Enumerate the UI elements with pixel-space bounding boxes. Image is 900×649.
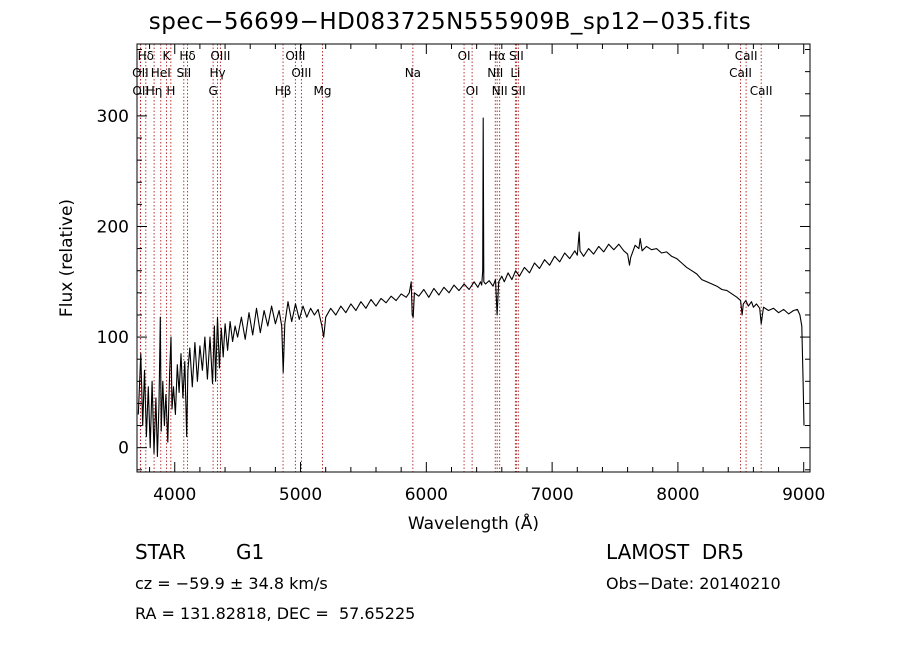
x-tick-label: 9000 xyxy=(782,485,825,505)
x-axis-label: Wavelength (Å) xyxy=(408,512,539,534)
spectrum-line xyxy=(137,117,805,458)
line-label: CaII xyxy=(750,84,773,98)
line-label: Hδ xyxy=(138,49,154,63)
line-label: SII xyxy=(511,84,526,98)
line-label: OI xyxy=(458,49,471,63)
line-label: HeI xyxy=(151,66,171,80)
line-label: Hη xyxy=(146,84,163,98)
line-label: Hβ xyxy=(275,84,292,98)
line-label: CaII xyxy=(729,66,752,80)
line-label: K xyxy=(162,49,171,63)
observation-date: Obs−Date: 20140210 xyxy=(606,574,781,593)
object-class: STAR xyxy=(135,540,186,564)
x-axis: 4000 5000 6000 7000 8000 9000 xyxy=(149,44,825,505)
line-label: OIII xyxy=(210,49,230,63)
y-tick-label: 0 xyxy=(118,439,129,459)
y-axis-label: Flux (relative) xyxy=(57,199,77,317)
chart-title: spec−56699−HD083725N555909B_sp12−035.fit… xyxy=(148,9,752,35)
line-label: G xyxy=(208,84,217,98)
line-marker-group xyxy=(139,44,762,472)
line-label: Hα xyxy=(489,49,506,63)
line-label: NII xyxy=(487,66,503,80)
survey-name: LAMOST DR5 xyxy=(606,540,744,564)
coordinates: RA = 131.82818, DEC = 57.65225 xyxy=(135,604,416,623)
x-tick-label: 5000 xyxy=(279,485,322,505)
line-label: CaII xyxy=(735,49,758,63)
x-tick-label: 7000 xyxy=(530,485,573,505)
y-tick-label: 100 xyxy=(97,328,129,348)
y-axis: 0 100 200 300 xyxy=(97,49,810,471)
object-subclass: G1 xyxy=(236,540,265,564)
line-label: Li xyxy=(510,66,520,80)
line-label: OIII xyxy=(291,66,311,80)
redshift-cz: cz = −59.9 ± 34.8 km/s xyxy=(135,574,328,593)
line-label: SII xyxy=(176,66,191,80)
line-label: Hγ xyxy=(209,66,225,80)
plot-frame xyxy=(136,43,811,473)
x-tick-label: 4000 xyxy=(153,485,196,505)
line-label: SII xyxy=(509,49,524,63)
y-tick-label: 300 xyxy=(97,107,129,127)
line-label: OI xyxy=(466,84,479,98)
x-tick-label: 6000 xyxy=(405,485,448,505)
x-tick-label: 8000 xyxy=(656,485,699,505)
line-label: Hδ xyxy=(179,49,195,63)
line-label: OIII xyxy=(285,49,305,63)
line-label: OII xyxy=(132,66,149,80)
line-label: Na xyxy=(405,66,421,80)
line-label: H xyxy=(166,84,175,98)
line-label: Mg xyxy=(314,84,332,98)
y-tick-label: 200 xyxy=(97,217,129,237)
line-label: NII xyxy=(492,84,508,98)
